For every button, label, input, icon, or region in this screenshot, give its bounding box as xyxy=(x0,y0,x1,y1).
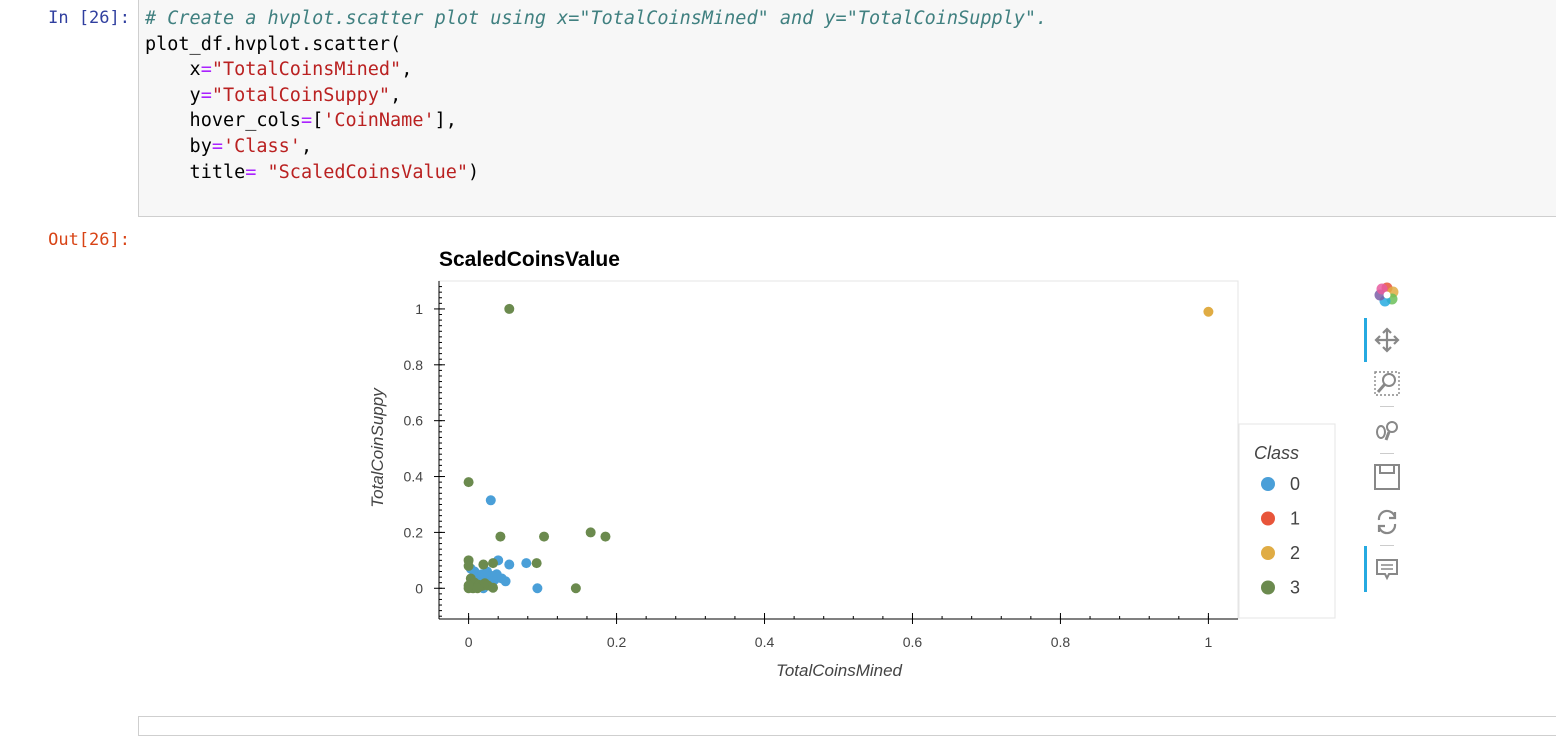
legend-label: 0 xyxy=(1290,474,1300,494)
legend-marker xyxy=(1261,580,1275,595)
x-tick-label: 0.6 xyxy=(903,634,923,650)
legend-marker xyxy=(1261,546,1275,560)
data-point xyxy=(600,531,611,542)
y-tick-label: 0 xyxy=(415,580,423,596)
x-tick-label: 0.2 xyxy=(607,634,627,650)
legend-marker xyxy=(1261,511,1275,526)
plot-area[interactable] xyxy=(438,280,1239,620)
y-tick-label: 0.2 xyxy=(404,524,424,540)
data-point xyxy=(488,582,499,593)
data-point xyxy=(531,558,542,569)
data-point xyxy=(585,527,596,538)
code-line: # Create a hvplot.scatter plot using x="… xyxy=(145,8,1048,29)
x-tick-label: 0.4 xyxy=(755,634,775,650)
data-point xyxy=(472,583,483,594)
active-tool-indicator xyxy=(1364,546,1367,592)
data-point xyxy=(1203,306,1214,317)
data-point xyxy=(463,560,474,571)
data-point xyxy=(463,580,474,591)
legend: Class 0 1 2 3 xyxy=(1238,423,1336,619)
legend-box xyxy=(1238,423,1336,619)
input-prompt: In [26]: xyxy=(48,8,130,28)
data-points xyxy=(463,303,1214,594)
x-tick-label: 0 xyxy=(465,634,473,650)
y-tick-label: 0.6 xyxy=(404,413,424,429)
data-point xyxy=(463,477,474,488)
save-icon[interactable] xyxy=(1370,460,1404,494)
code-line: hover_cols=['CoinName'], xyxy=(145,110,457,132)
x-tick-label: 1 xyxy=(1205,634,1213,650)
code-line: by='Class', xyxy=(145,135,313,157)
legend-title: Class xyxy=(1254,443,1299,463)
data-point xyxy=(504,303,515,314)
data-point xyxy=(485,495,496,506)
data-point xyxy=(495,531,506,542)
data-point xyxy=(570,583,581,594)
data-point xyxy=(478,559,489,570)
toolbar-separator xyxy=(1380,453,1394,454)
axes: 0 0.2 0.4 0.6 0.8 1 0 0.2 0.4 0.6 0.8 1 xyxy=(404,281,1238,650)
legend-label: 2 xyxy=(1290,543,1300,563)
active-tool-indicator xyxy=(1364,318,1367,362)
data-point xyxy=(504,559,515,570)
bokeh-logo-icon[interactable] xyxy=(1370,278,1404,312)
next-cell[interactable] xyxy=(138,716,1556,736)
y-tick-label: 0.4 xyxy=(404,469,424,485)
data-point xyxy=(496,573,507,584)
code-line: y="TotalCoinSuppy", xyxy=(145,84,402,106)
box-zoom-icon[interactable] xyxy=(1370,366,1404,400)
pan-icon[interactable] xyxy=(1370,323,1404,357)
y-tick-label: 1 xyxy=(415,301,423,317)
legend-label: 3 xyxy=(1290,578,1300,598)
hover-icon[interactable] xyxy=(1370,552,1404,586)
toolbar-separator xyxy=(1380,406,1394,407)
data-point xyxy=(539,531,550,542)
data-point xyxy=(521,558,532,569)
reset-icon[interactable] xyxy=(1370,505,1404,539)
plot-title: ScaledCoinsValue xyxy=(439,248,620,271)
x-tick-label: 0.8 xyxy=(1051,634,1071,650)
legend-label: 1 xyxy=(1290,509,1300,529)
toolbar-separator xyxy=(1380,545,1394,546)
wheel-zoom-icon[interactable] xyxy=(1370,413,1404,447)
y-tick-label: 0.8 xyxy=(404,357,424,373)
output-prompt: Out[26]: xyxy=(48,230,130,250)
code-editor[interactable]: # Create a hvplot.scatter plot using x="… xyxy=(145,6,1047,185)
y-axis-label: TotalCoinSuppy xyxy=(368,387,387,508)
x-axis-label: TotalCoinsMined xyxy=(776,661,903,680)
code-cell[interactable]: # Create a hvplot.scatter plot using x="… xyxy=(138,0,1556,217)
code-line: plot_df.hvplot.scatter( xyxy=(145,33,402,55)
code-line: x="TotalCoinsMined", xyxy=(145,59,413,81)
code-line: title= "ScaledCoinsValue") xyxy=(145,161,480,183)
data-point xyxy=(488,558,499,569)
legend-marker xyxy=(1261,477,1275,491)
data-point xyxy=(532,583,543,594)
